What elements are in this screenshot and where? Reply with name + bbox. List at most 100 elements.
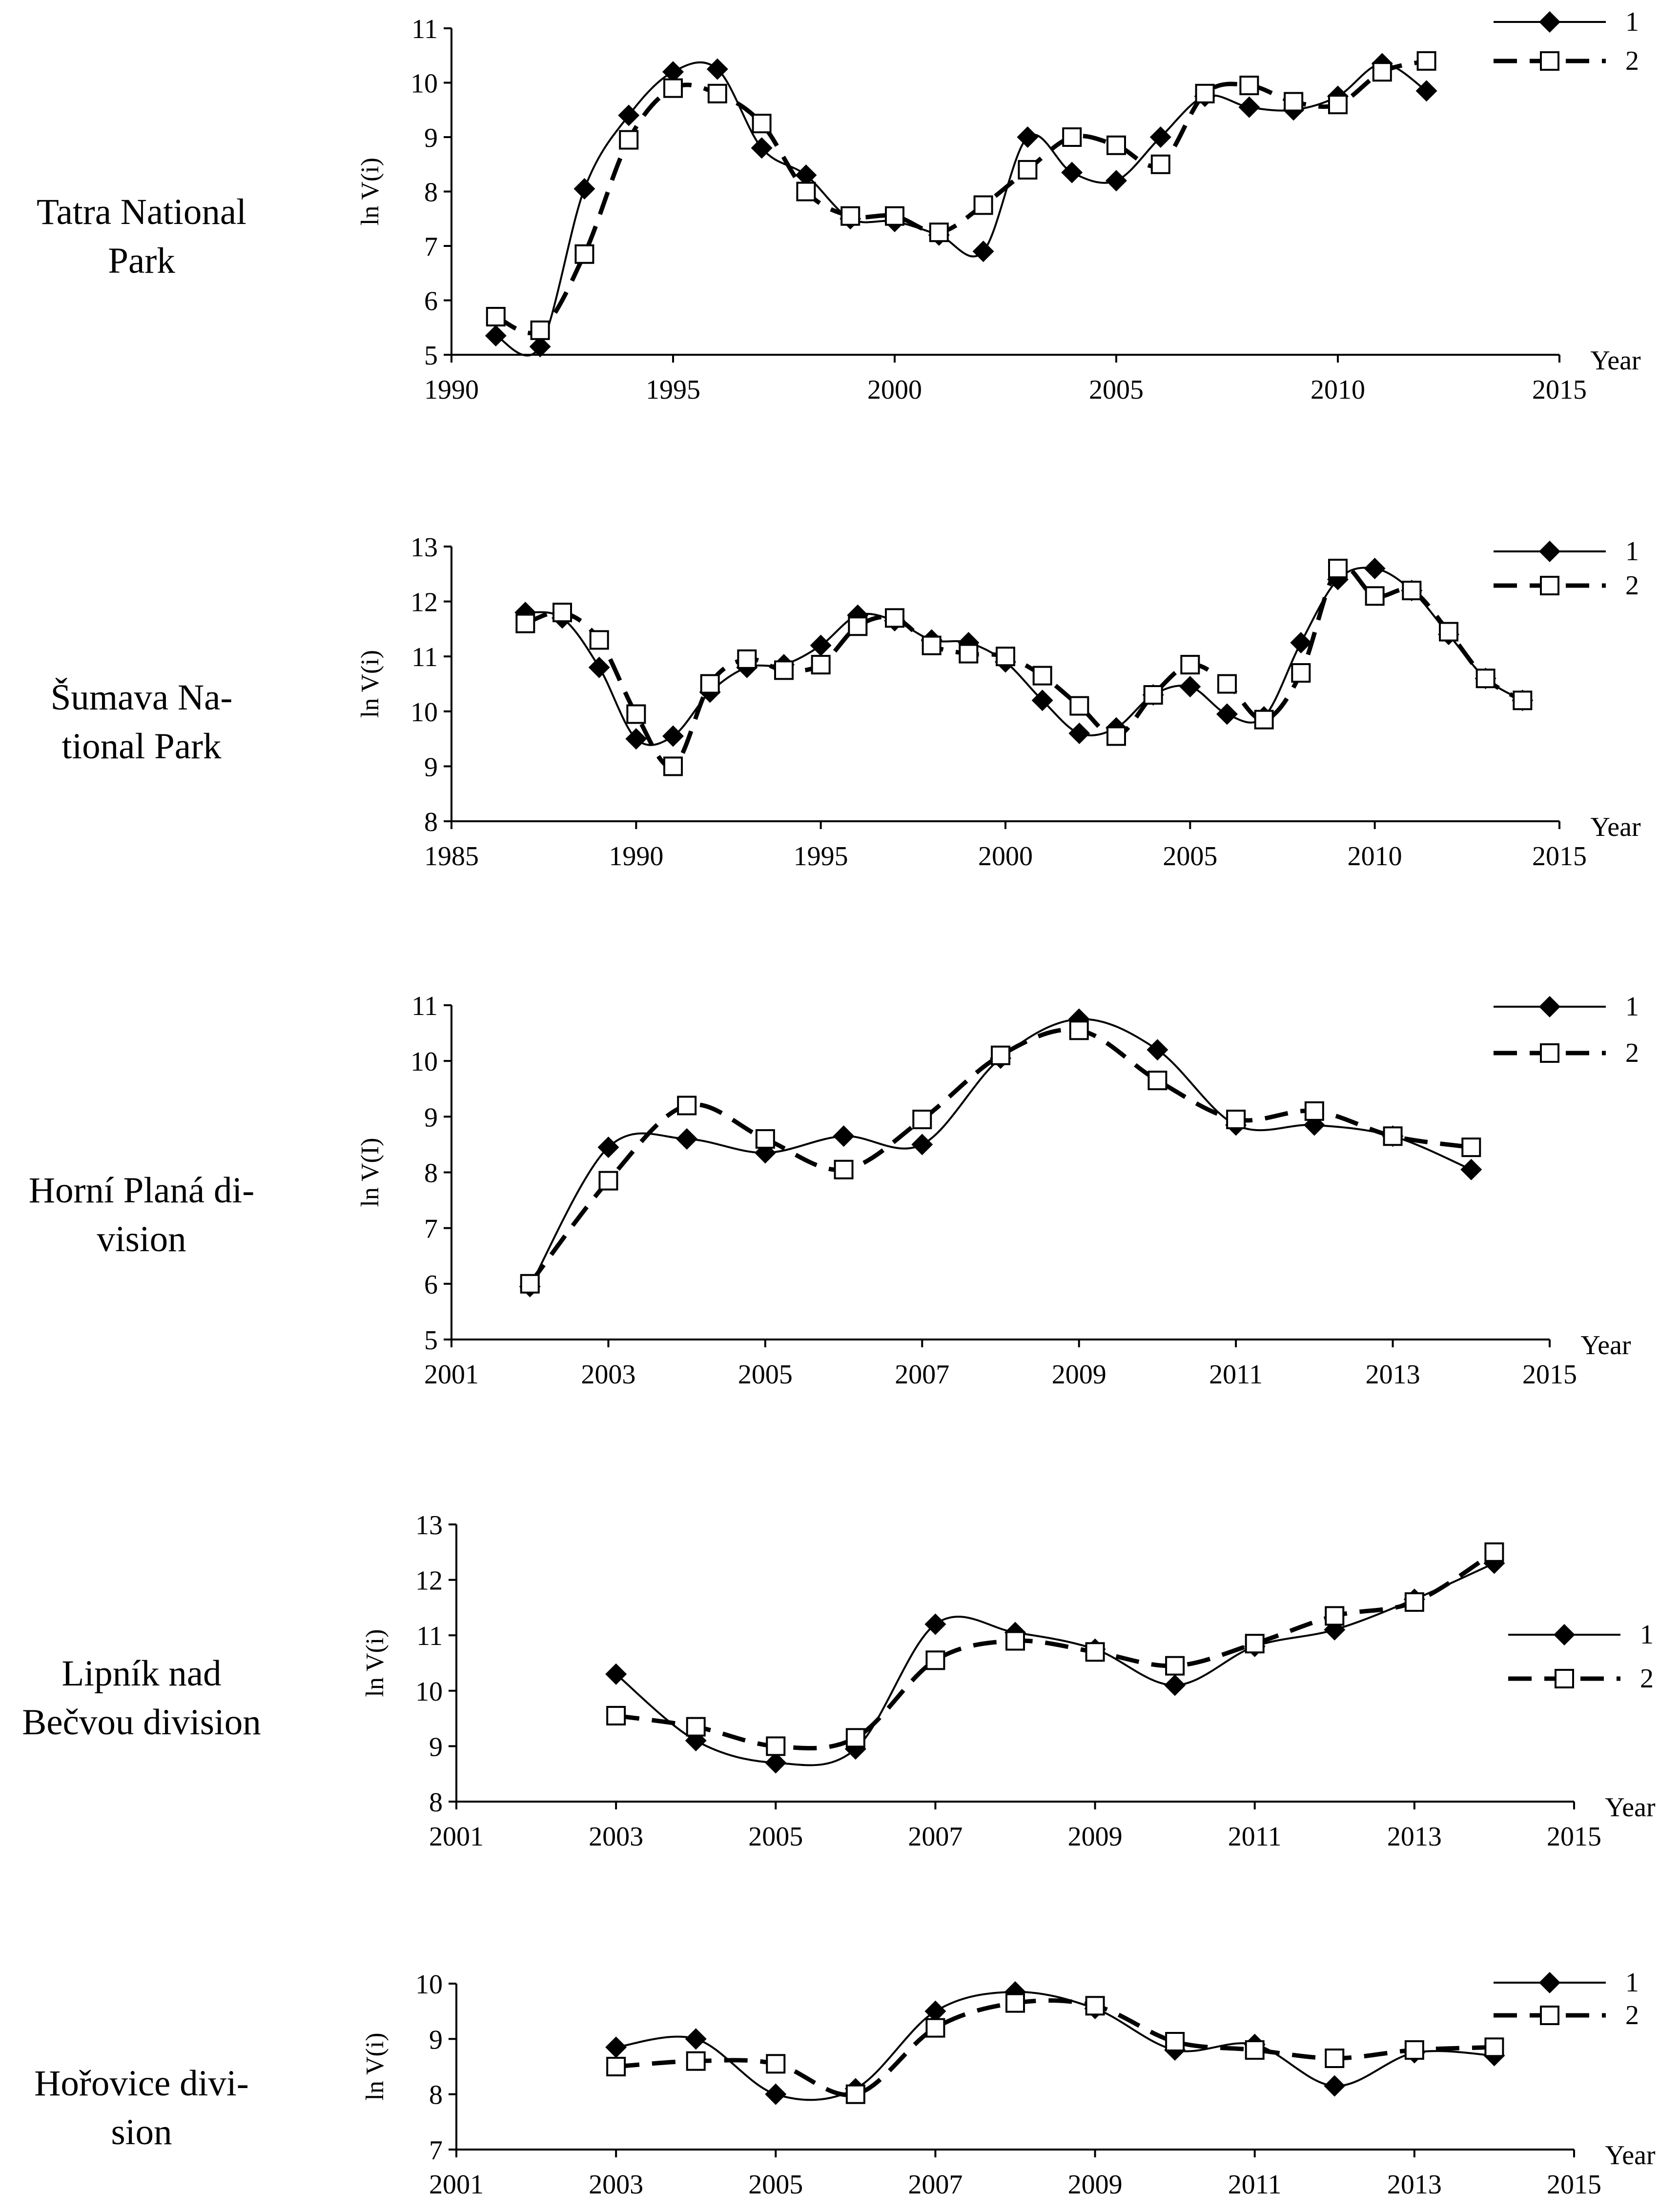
series-1-point	[924, 2000, 946, 2022]
series-2-point	[1085, 1642, 1105, 1662]
series-2-point	[619, 130, 639, 150]
x-tick-label: 2007	[908, 1822, 963, 1852]
x-axis-label: Year	[1605, 2140, 1656, 2171]
x-tick-label: 2001	[429, 1822, 484, 1852]
legend-label-1: 1	[1625, 536, 1639, 567]
x-tick-label: 2001	[424, 1360, 479, 1390]
series-1-point	[573, 178, 595, 200]
y-tick-label: 10	[415, 1677, 443, 1707]
series-1-point	[1290, 632, 1312, 654]
series-2-point	[973, 195, 993, 215]
y-tick-label: 9	[429, 2025, 443, 2055]
legend-label-2: 2	[1625, 46, 1639, 76]
series-1-point	[1216, 703, 1238, 725]
series-2-point	[606, 2057, 626, 2076]
x-tick-label: 2013	[1387, 2170, 1442, 2200]
series-2-point	[1217, 674, 1237, 694]
series-2-point	[959, 644, 979, 664]
series-2-point	[1461, 1137, 1481, 1157]
series-2-point	[1416, 51, 1436, 71]
series-2-point	[766, 1736, 786, 1756]
y-tick-label: 9	[424, 1102, 438, 1133]
x-tick-label: 2005	[1163, 841, 1217, 872]
series-1-point	[972, 241, 994, 263]
series-1-point	[1149, 126, 1171, 148]
x-tick-label: 2009	[1052, 1360, 1106, 1390]
series-2-point	[1372, 62, 1392, 82]
x-tick-label: 2001	[429, 2170, 484, 2200]
y-tick-label: 8	[424, 178, 438, 208]
series-2-point	[1069, 696, 1089, 716]
series-2-point	[530, 320, 550, 340]
series-2-point	[515, 613, 535, 633]
y-tick-label: 9	[424, 752, 438, 782]
y-tick-label: 10	[410, 1047, 438, 1077]
legend-label-2: 2	[1625, 570, 1639, 601]
series-1-point	[1061, 162, 1083, 183]
series-2-point	[845, 1728, 865, 1748]
series-2-point	[1147, 1071, 1167, 1091]
series-2-point	[598, 1171, 618, 1191]
legend-label-1: 1	[1625, 992, 1639, 1022]
series-2-point	[1484, 2037, 1504, 2057]
chart-panel-5: 7 8 9 10 2001 2003 2005 2007 2009 2011 2013 2015 ln …	[361, 1968, 1656, 2200]
series-2-point	[1143, 685, 1163, 705]
series-2-point	[520, 1274, 540, 1294]
series-2-point	[553, 603, 572, 623]
series-2-point	[1245, 1634, 1265, 1654]
series-2-point	[1085, 1996, 1105, 2016]
series-2-point	[1005, 1993, 1025, 2013]
y-tick-label: 6	[424, 1270, 438, 1300]
series-2-point	[1226, 1110, 1246, 1130]
series-2-point	[1402, 581, 1422, 601]
series-2-point	[811, 655, 831, 675]
series-2-point	[574, 244, 594, 264]
series-1-point	[706, 58, 728, 80]
x-tick-label: 2000	[978, 841, 1033, 872]
x-tick-label: 2013	[1366, 1360, 1420, 1390]
y-tick-label: 11	[416, 1621, 443, 1651]
x-axis-label: Year	[1605, 1792, 1656, 1823]
series-1-line	[615, 1990, 1495, 2101]
series-1-point	[1324, 2075, 1346, 2097]
series-2-point	[700, 674, 720, 694]
series-1-point	[1415, 80, 1437, 102]
series-1-point	[1164, 1674, 1186, 1696]
series-1-point	[685, 2028, 707, 2050]
series-2-point	[663, 756, 683, 776]
y-tick-label: 9	[429, 1732, 443, 1762]
x-tick-label: 2015	[1522, 1360, 1577, 1390]
series-2-point	[1069, 1020, 1089, 1040]
y-tick-label: 10	[410, 697, 438, 728]
series-2-point	[1165, 2032, 1185, 2051]
x-tick-label: 1985	[424, 841, 479, 872]
series-2-point	[840, 206, 860, 226]
series-1-point	[833, 1125, 855, 1147]
legend-marker-2	[1540, 51, 1559, 71]
series-2-point	[686, 2051, 706, 2071]
series-1-point	[1147, 1039, 1168, 1061]
series-2-line	[615, 1998, 1495, 2097]
series-2-point	[845, 2084, 865, 2104]
y-tick-label: 12	[415, 1566, 443, 1596]
series-1-point	[911, 1134, 933, 1156]
panel-label-horni-plana: Horní Planá di-vision	[28, 1170, 255, 1259]
series-2-point	[1195, 83, 1215, 103]
x-tick-label: 2015	[1547, 2170, 1601, 2200]
series-2-point	[1404, 1592, 1424, 1612]
series-2-point	[1150, 154, 1170, 174]
legend-marker-1	[1539, 541, 1560, 562]
series-1-point	[1364, 558, 1386, 580]
legend-label-2: 2	[1640, 1664, 1654, 1694]
series-1-point	[1031, 690, 1053, 711]
y-tick-label: 9	[424, 123, 438, 153]
x-axis-label: Year	[1580, 1330, 1631, 1360]
series-1-point	[662, 725, 684, 747]
y-tick-label: 6	[424, 286, 438, 317]
y-tick-label: 13	[410, 532, 438, 563]
y-tick-label: 8	[429, 1787, 443, 1818]
series-2-point	[1180, 655, 1200, 675]
series-2-point	[1106, 135, 1126, 155]
